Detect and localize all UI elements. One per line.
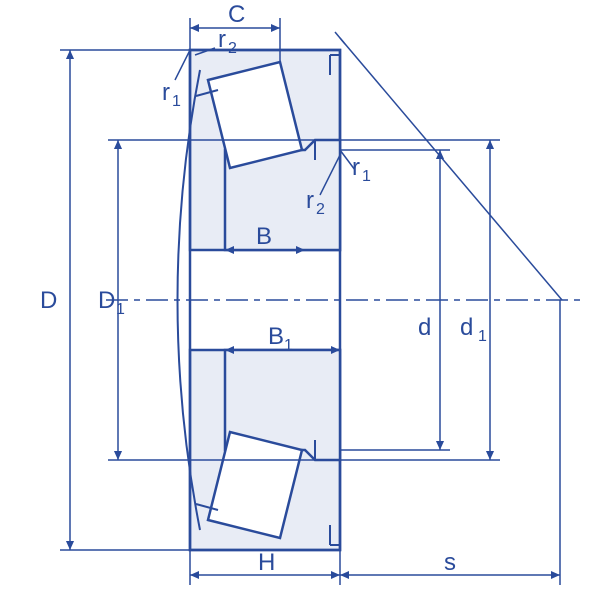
svg-text:D: D [40, 287, 57, 314]
svg-text:B: B [268, 323, 284, 350]
svg-text:2: 2 [228, 40, 237, 57]
svg-text:1: 1 [362, 168, 371, 185]
svg-text:2: 2 [316, 201, 325, 218]
svg-text:1: 1 [172, 93, 181, 110]
svg-text:D: D [98, 287, 115, 314]
svg-text:1: 1 [478, 328, 487, 345]
svg-text:r: r [162, 79, 170, 106]
svg-text:1: 1 [116, 301, 125, 318]
svg-text:r: r [218, 26, 226, 53]
svg-text:H: H [258, 549, 275, 576]
svg-text:C: C [228, 1, 245, 28]
svg-text:B: B [256, 223, 272, 250]
svg-text:s: s [444, 549, 456, 576]
svg-text:r: r [306, 187, 314, 214]
svg-text:r: r [352, 154, 360, 181]
svg-text:1: 1 [284, 337, 293, 354]
bearing-diagram: DD1dd1CBB1Hsr1r2r1r2 [0, 0, 600, 600]
svg-text:d: d [418, 314, 431, 341]
svg-text:d: d [460, 314, 473, 341]
